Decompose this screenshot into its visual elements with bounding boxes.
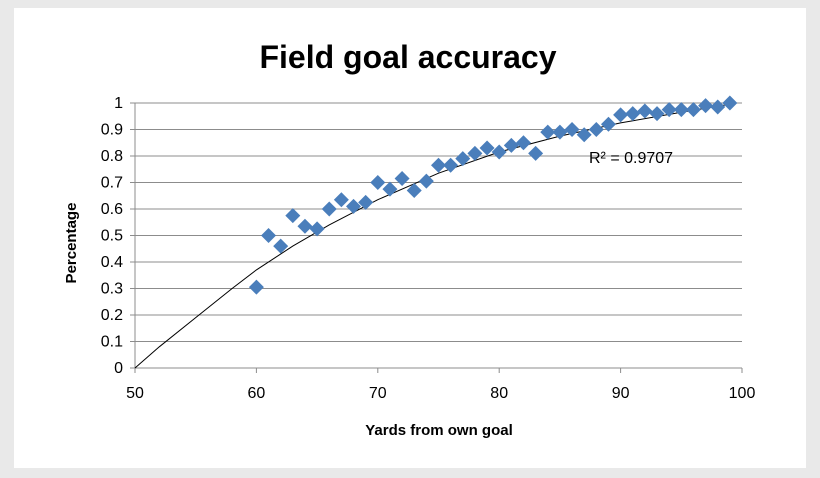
data-point — [443, 157, 459, 173]
trendline-group — [134, 103, 730, 369]
data-point — [625, 106, 641, 122]
y-tick-label: 0.5 — [101, 228, 123, 245]
data-point — [613, 107, 629, 123]
y-tick-label: 1 — [114, 95, 123, 112]
data-point — [261, 228, 277, 243]
data-point — [673, 102, 689, 118]
data-point — [431, 157, 446, 173]
data-point — [394, 171, 410, 187]
x-tick-label: 50 — [126, 385, 144, 402]
y-tick-label: 0.8 — [101, 148, 123, 165]
r-squared-label: R² = 0.9707 — [589, 150, 673, 167]
y-axis-label: Percentage — [63, 203, 80, 284]
data-point — [600, 116, 616, 132]
trendline — [134, 103, 730, 369]
data-point — [418, 173, 434, 189]
data-point — [333, 192, 349, 208]
gridlines — [135, 102, 742, 342]
x-tick-labels: 50 60 70 80 90 100 — [126, 385, 755, 402]
x-axis-label: Yards from own goal — [365, 422, 513, 439]
data-point — [406, 182, 422, 198]
data-point — [467, 145, 483, 161]
axes — [130, 102, 743, 373]
data-point — [309, 221, 325, 237]
data-point — [528, 145, 544, 161]
data-point — [273, 238, 289, 254]
data-point — [491, 144, 507, 160]
y-tick-label: 0.7 — [101, 175, 123, 192]
y-tick-label: 0.3 — [101, 281, 123, 298]
data-point — [710, 99, 726, 115]
data-point — [698, 98, 714, 114]
y-tick-label: 0.2 — [101, 307, 123, 324]
data-point — [382, 181, 398, 197]
data-points — [248, 95, 738, 295]
y-tick-label: 0.6 — [101, 201, 123, 218]
data-point — [285, 208, 301, 224]
x-tick-label: 60 — [248, 385, 266, 402]
x-tick-label: 100 — [729, 385, 756, 402]
data-point — [248, 279, 264, 295]
x-tick-label: 80 — [490, 385, 508, 402]
data-point — [637, 103, 653, 119]
data-point — [564, 122, 580, 137]
x-tick-label: 70 — [369, 385, 387, 402]
data-point — [358, 194, 374, 210]
chart-title: Field goal accuracy — [259, 39, 556, 75]
y-tick-label: 0.9 — [101, 122, 123, 139]
data-point — [722, 95, 738, 111]
y-tick-label: 0.1 — [101, 334, 123, 351]
data-point — [503, 137, 519, 153]
data-point — [321, 201, 337, 217]
data-point — [297, 218, 313, 234]
scatter-chart: Field goal accuracy 00.10.20.30.40.50.60… — [63, 39, 755, 439]
data-point — [455, 151, 471, 167]
x-tick-label: 90 — [612, 385, 630, 402]
y-tick-label: 0.4 — [101, 254, 123, 271]
data-point — [685, 102, 701, 118]
data-point — [661, 102, 677, 118]
data-point — [576, 127, 592, 143]
data-point — [588, 122, 604, 137]
data-point — [479, 140, 495, 156]
data-point — [515, 135, 531, 151]
chart-card: Field goal accuracy 0 0.1 0.2 0.3 0.4 0.5 0.6 0… — [14, 8, 806, 468]
data-point — [649, 106, 665, 122]
y-tick-labels: 0 0.1 0.2 0.3 0.4 0.5 0.6 0.7 0.8 0.9 1 — [101, 95, 123, 377]
data-point — [370, 175, 386, 190]
data-point — [346, 198, 362, 214]
y-tick-label: 0 — [114, 360, 123, 377]
